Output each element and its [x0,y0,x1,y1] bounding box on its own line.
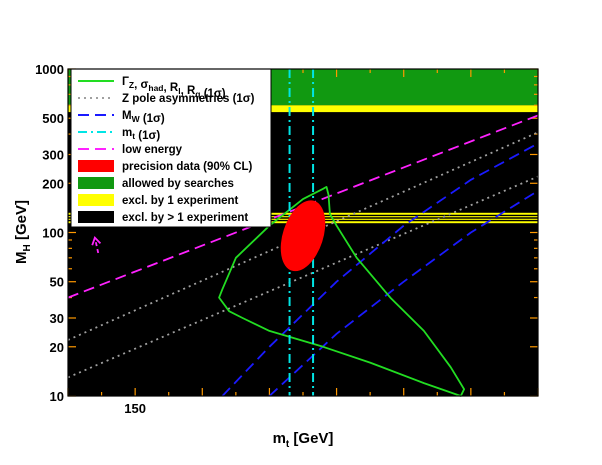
y-tick-label: 100 [42,226,64,241]
legend-swatch [78,194,114,206]
legend-swatch [78,160,114,172]
series-mw-upper [221,142,539,397]
legend-label: Z pole asymmetries (1σ) [122,93,255,105]
legend-label: excl. by 1 experiment [122,195,239,207]
series-z-pole-lower [67,175,539,379]
legend-item: allowed by searches [78,177,234,190]
series-layer [67,69,539,397]
series-z-pole-upper [67,131,539,341]
x-axis-title: mt [GeV] [273,430,334,450]
legend-item: mt (1σ) [78,127,160,142]
low-energy-arrow-left-head [91,235,102,246]
legend-label: low energy [122,144,183,156]
legend-item: low energy [78,144,183,156]
y-tick-label: 50 [50,275,64,290]
plot-frame [67,68,539,397]
legend-item: Z pole asymmetries (1σ) [78,93,255,105]
legend-item: precision data (90% CL) [78,160,253,173]
y-tick-label: 500 [42,111,64,126]
y-axis-title: MH [GeV] [13,200,33,264]
legend-label: MW (1σ) [122,110,165,125]
x-tick-label: 150 [124,401,146,416]
legend-swatch [78,211,114,223]
legend-swatch [78,177,114,189]
legend-items: ΓZ, σhad, Rl, Rq (1σ)Z pole asymmetries … [78,76,255,224]
y-tick-label: 1000 [35,62,64,77]
tick-labels-layer: 10 20 30 50 100 200 300 500 1000 150 [35,62,146,416]
y-tick-label: 20 [50,340,64,355]
series-mw-lower [268,190,539,397]
series-gamma-z-contour [218,185,466,397]
y-tick-label: 10 [50,389,64,404]
legend-label: mt (1σ) [122,127,160,142]
legend-item: ΓZ, σhad, Rl, Rq (1σ) [78,76,226,100]
legend-label: ΓZ, σhad, Rl, Rq (1σ) [122,76,226,100]
low-energy-arrow-left [93,237,100,254]
band-excl-by-1-experiment-high [68,105,538,113]
legend-label: excl. by > 1 experiment [122,212,248,224]
legend-label: allowed by searches [122,178,234,190]
legend-label: precision data (90% CL) [122,161,253,173]
legend-item: MW (1σ) [78,110,165,125]
legend-item: excl. by 1 experiment [78,194,239,207]
precision-ellipse [280,200,326,272]
ellipse-layer [280,200,326,272]
y-tick-label: 30 [50,311,64,326]
legend: ΓZ, σhad, Rl, Rq (1σ)Z pole asymmetries … [70,68,272,228]
legend-item: excl. by > 1 experiment [78,211,248,224]
y-tick-label: 300 [42,147,64,162]
y-tick-label: 200 [42,176,64,191]
